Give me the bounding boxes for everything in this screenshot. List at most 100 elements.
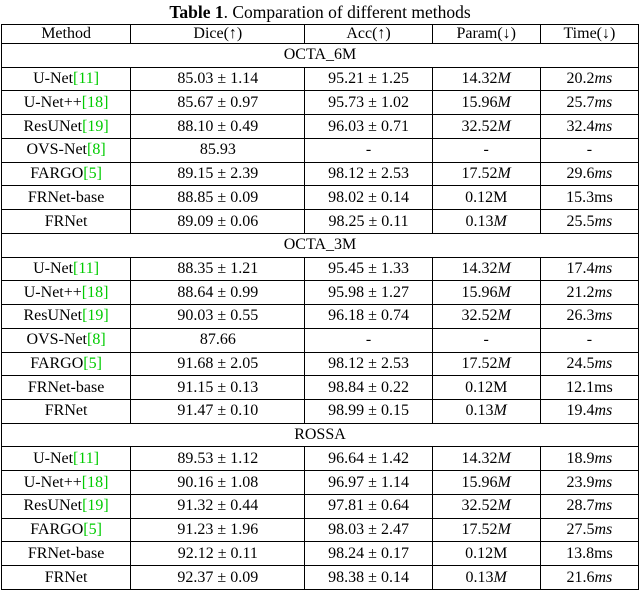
section-title-octa_3m: OCTA_3M xyxy=(1,232,639,258)
param-cell-value: - xyxy=(483,331,489,349)
param-cell-unit: M xyxy=(493,188,508,206)
param-cell-unit: M xyxy=(493,212,507,230)
method-cell: U-Net++[18] xyxy=(0,90,132,116)
col-header-method: Method xyxy=(0,24,132,44)
time-cell-unit: ms xyxy=(594,497,613,515)
header-row: Method Dice(↑) Acc(↑) Param(↓) Time(↓) xyxy=(0,24,640,44)
method-cell: U-Net[11] xyxy=(0,256,132,282)
acc-cell: 95.21 ± 1.25 xyxy=(304,66,433,92)
citation-link[interactable]: [18] xyxy=(81,283,109,301)
time-cell: - xyxy=(539,327,640,353)
time-cell-unit: ms xyxy=(594,307,613,325)
param-cell-unit: M xyxy=(493,402,507,420)
method-label: FRNet-base xyxy=(27,188,105,206)
time-cell: 24.5ms xyxy=(539,351,640,377)
time-cell-unit: ms xyxy=(594,449,613,467)
dice-cell: 87.66 xyxy=(130,327,306,353)
acc-cell: 96.64 ± 1.42 xyxy=(304,446,433,472)
citation-link[interactable]: [11] xyxy=(73,259,100,277)
param-cell: 0.12M xyxy=(431,185,541,211)
citation-link[interactable]: [19] xyxy=(82,497,109,515)
time-cell-value: - xyxy=(586,141,593,159)
col-header-dice: Dice(↑) xyxy=(130,24,306,44)
table-caption-number: Table 1 xyxy=(169,2,224,22)
time-cell-unit: ms xyxy=(594,93,613,111)
param-cell: 15.96M xyxy=(431,470,541,495)
table-row: FRNet-base 91.15 ± 0.13 98.84 ± 0.22 0.12M 1… xyxy=(0,375,640,401)
method-label: FRNet-base xyxy=(27,378,105,396)
citation-link[interactable]: [11] xyxy=(73,70,100,88)
method-cell: FARGO[5] xyxy=(0,351,132,377)
table-caption: Table 1. Comparation of different method… xyxy=(0,0,640,24)
time-cell-value: 23.9 xyxy=(566,473,595,491)
table-row: U-Net[11] 85.03 ± 1.14 95.21 ± 1.25 14.32M 2… xyxy=(0,66,640,92)
method-cell: U-Net[11] xyxy=(0,446,132,472)
time-cell-value: 17.4 xyxy=(566,259,595,277)
param-cell: 17.52M xyxy=(431,517,541,543)
method-label: FRNet xyxy=(44,212,88,230)
time-cell: 32.4ms xyxy=(539,114,640,139)
param-cell-value: 32.52 xyxy=(461,497,498,515)
acc-cell: 98.03 ± 2.47 xyxy=(304,517,433,543)
time-cell-unit: ms xyxy=(594,70,613,88)
time-cell-unit: ms xyxy=(594,473,613,491)
acc-cell: 98.84 ± 0.22 xyxy=(304,375,433,401)
method-cell: OVS-Net[8] xyxy=(0,137,132,163)
param-cell-unit: M xyxy=(497,521,511,539)
citation-link[interactable]: [5] xyxy=(83,354,102,372)
time-cell-unit: ms xyxy=(594,259,613,277)
time-cell: 18.9ms xyxy=(539,446,640,472)
method-cell: ResUNet[19] xyxy=(0,304,132,329)
citation-link[interactable]: [5] xyxy=(83,521,102,539)
acc-cell: 98.99 ± 0.15 xyxy=(304,399,433,424)
table-row: FARGO[5] 91.68 ± 2.05 98.12 ± 2.53 17.52M 24… xyxy=(0,351,640,377)
method-label: U-Net xyxy=(33,70,74,88)
param-cell-unit: M xyxy=(497,283,511,301)
citation-link[interactable]: [18] xyxy=(81,473,109,491)
time-cell-value: 21.2 xyxy=(566,283,595,301)
dice-cell: 88.10 ± 0.49 xyxy=(130,114,306,139)
method-cell: FRNet-base xyxy=(0,185,132,211)
section-row: ROSSA xyxy=(1,422,639,448)
table-row: ResUNet[19] 91.32 ± 0.44 97.81 ± 0.64 32.52… xyxy=(0,493,640,519)
acc-cell: 98.12 ± 2.53 xyxy=(304,161,433,187)
table-row: FRNet 91.47 ± 0.10 98.99 ± 0.15 0.13M 19.4ms xyxy=(0,399,640,424)
time-cell: 13.8ms xyxy=(539,541,640,567)
section-row: OCTA_6M xyxy=(1,43,639,68)
table-row: OVS-Net[8] 85.93- - - xyxy=(0,137,640,163)
param-cell-value: 14.32 xyxy=(461,449,498,467)
time-cell-unit: ms xyxy=(594,117,613,135)
time-cell: 12.1ms xyxy=(539,375,640,401)
time-cell-value: 12.1 xyxy=(566,378,595,396)
citation-link[interactable]: [18] xyxy=(81,93,109,111)
citation-link[interactable]: [8] xyxy=(86,141,106,159)
table-row: U-Net++[18] 90.16 ± 1.08 96.97 ± 1.14 15.96… xyxy=(0,470,640,495)
acc-cell: 95.98 ± 1.27 xyxy=(304,280,433,306)
citation-link[interactable]: [19] xyxy=(82,117,109,135)
time-cell-value: 21.6 xyxy=(566,568,595,586)
dice-cell: 85.03 ± 1.14 xyxy=(130,66,306,92)
acc-cell: 96.18 ± 0.74 xyxy=(304,304,433,329)
method-label: U-Net xyxy=(33,259,74,277)
dice-cell: 91.23 ± 1.96 xyxy=(130,517,306,543)
table-row: U-Net[11] 89.53 ± 1.12 96.64 ± 1.42 14.32M 1… xyxy=(0,446,640,472)
time-cell: 27.5ms xyxy=(539,517,640,543)
param-cell: 17.52M xyxy=(431,161,541,187)
method-cell: FRNet xyxy=(0,209,132,234)
method-label: FRNet-base xyxy=(27,544,105,562)
param-cell-unit: M xyxy=(497,354,511,372)
table-row: FARGO[5] 91.23 ± 1.96 98.03 ± 2.47 17.52M 27… xyxy=(0,517,640,543)
time-cell-unit: ms xyxy=(594,378,613,396)
time-cell-unit: ms xyxy=(594,165,613,183)
method-cell: ResUNet[19] xyxy=(0,493,132,519)
citation-link[interactable]: [11] xyxy=(73,449,100,467)
time-cell-unit: ms xyxy=(594,544,613,562)
acc-cell: - xyxy=(304,137,433,163)
time-cell: 17.4ms xyxy=(539,256,640,282)
citation-link[interactable]: [8] xyxy=(86,331,106,349)
method-label: U-Net++ xyxy=(23,473,82,491)
citation-link[interactable]: [5] xyxy=(83,165,102,183)
param-cell-unit: M xyxy=(497,473,511,491)
citation-link[interactable]: [19] xyxy=(82,307,109,325)
